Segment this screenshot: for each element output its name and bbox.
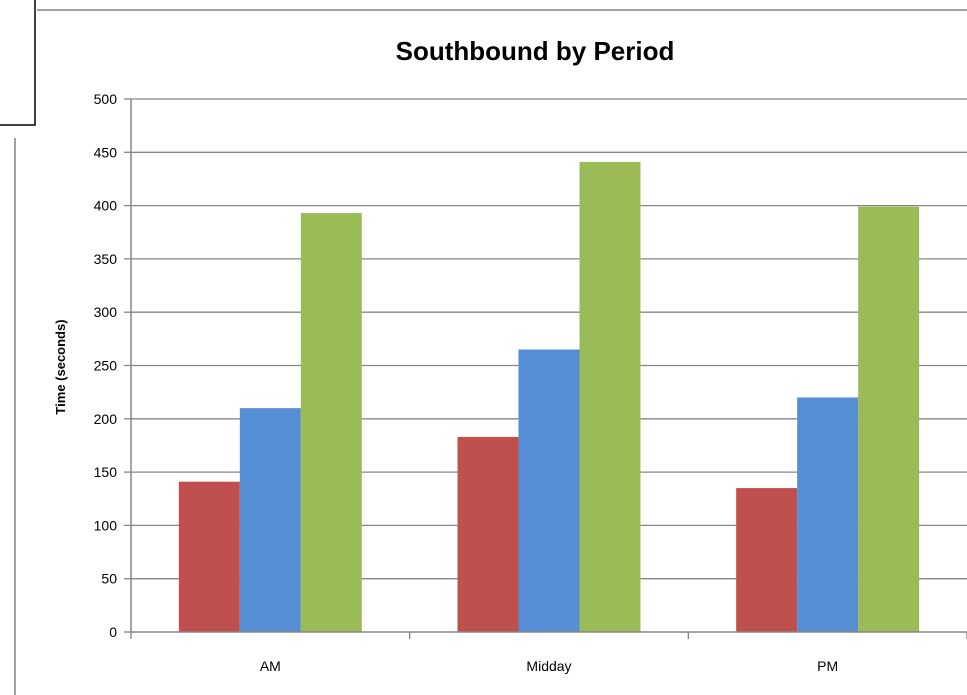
bars <box>178 161 920 633</box>
y-tick-label: 100 <box>94 517 118 533</box>
bar <box>858 206 920 632</box>
bar <box>457 436 519 632</box>
overlay-box <box>0 0 36 126</box>
bar <box>178 481 240 632</box>
y-tick-label: 250 <box>94 358 118 374</box>
y-tick-label: 150 <box>94 464 118 480</box>
bar <box>518 349 580 632</box>
bar <box>300 213 362 632</box>
y-axis-label: Time (seconds) <box>53 319 68 414</box>
axes <box>124 98 967 639</box>
bar <box>736 488 798 632</box>
chart-title: Southbound by Period <box>396 36 675 66</box>
y-tick-label: 450 <box>94 144 118 160</box>
y-tick-label: 350 <box>94 251 118 267</box>
x-tick-label: Midday <box>526 658 571 674</box>
y-tick-label: 300 <box>94 304 118 320</box>
y-tick-label: 50 <box>101 571 117 587</box>
x-tick-label: PM <box>817 658 838 674</box>
bar <box>797 397 859 632</box>
x-tick-label: AM <box>260 658 281 674</box>
bar <box>239 408 301 632</box>
bar <box>579 161 641 633</box>
y-tick-label: 500 <box>94 91 118 107</box>
tick-labels: 0 50 100 150 200 250 300 350 400 450 500 AM Midday PM <box>94 91 839 674</box>
y-tick-label: 200 <box>94 411 118 427</box>
y-tick-label: 0 <box>109 624 117 640</box>
y-tick-label: 400 <box>94 198 118 214</box>
